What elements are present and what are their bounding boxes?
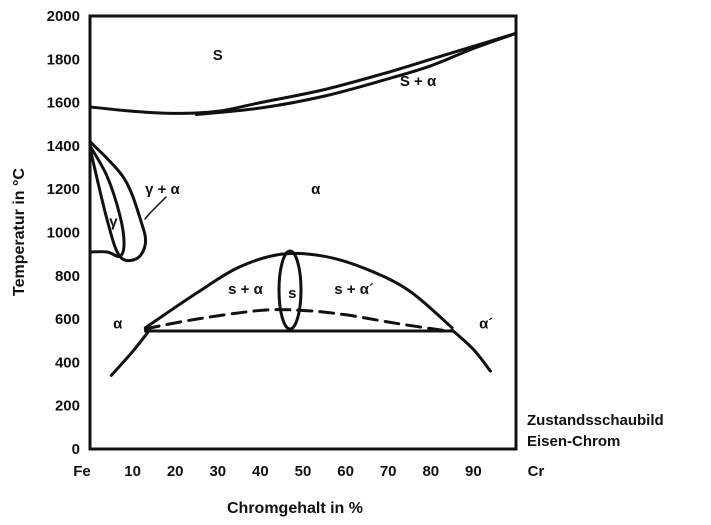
y-tick-label: 1400 <box>47 138 80 155</box>
y-tick-label: 1600 <box>47 95 80 112</box>
x-tick-label: 30 <box>209 463 226 480</box>
region-label: γ + α <box>145 181 180 198</box>
region-label: α <box>113 315 123 332</box>
x-tick-label: 60 <box>337 463 354 480</box>
sigma-dome-curve <box>143 251 454 330</box>
miscibility-dashed-curve <box>143 308 450 333</box>
alpha-left-curve <box>109 328 152 377</box>
region-label: α´ <box>479 315 493 332</box>
x-tick-label: Fe <box>73 463 91 480</box>
y-tick-label: 0 <box>72 441 80 458</box>
x-tick-label: 10 <box>124 463 141 480</box>
x-tick-label: 20 <box>167 463 184 480</box>
x-tick-label: 50 <box>295 463 312 480</box>
y-axis-ticks: 0 200 400 600 800 1000 1200 1400 1600 1800 2000 <box>47 8 80 458</box>
x-tick-label: 40 <box>252 463 269 480</box>
x-tick-label: 70 <box>380 463 397 480</box>
gamma-loop-inner-curve <box>88 144 126 259</box>
gamma-loop-outer-curve <box>88 140 148 263</box>
sigma-ellipse <box>277 249 303 331</box>
region-label: s <box>288 285 296 302</box>
region-label: s + α <box>228 281 263 298</box>
caption-line-2: Eisen-Chrom <box>527 433 621 450</box>
liquidus-curve <box>88 31 518 115</box>
y-axis-label: Temperatur in °C <box>11 168 28 296</box>
y-tick-label: 400 <box>55 354 80 371</box>
region-label: S <box>213 47 223 64</box>
x-axis-ticks: Fe 10 20 30 40 50 60 70 80 90 Cr <box>73 463 544 480</box>
solidus-curve <box>195 31 518 117</box>
caption-line-1: Zustandsschaubild <box>527 412 664 429</box>
y-tick-label: 800 <box>55 268 80 285</box>
y-tick-label: 1200 <box>47 181 80 198</box>
region-label: γ <box>109 214 118 231</box>
y-tick-label: 600 <box>55 311 80 328</box>
region-label: s + α´ <box>334 281 374 298</box>
x-axis-label: Chromgehalt in % <box>227 500 363 517</box>
region-label: α <box>311 181 321 198</box>
y-tick-label: 1000 <box>47 225 80 242</box>
region-labels: S S + α γ + α γ α s + α s s + α´ α α´ <box>109 47 493 332</box>
region-label: S + α <box>400 73 437 90</box>
diagram-caption: Zustandsschaubild Eisen-Chrom <box>527 410 664 452</box>
alpha-right-curve <box>450 328 492 373</box>
plot-frame <box>88 14 518 451</box>
y-tick-label: 1800 <box>47 51 80 68</box>
phase-boundaries <box>88 31 518 377</box>
x-tick-label: 90 <box>465 463 482 480</box>
y-tick-label: 2000 <box>47 8 80 25</box>
y-tick-label: 200 <box>55 398 80 415</box>
x-tick-label: Cr <box>528 463 545 480</box>
gamma-alpha-leader-line <box>144 196 167 220</box>
x-tick-label: 80 <box>422 463 439 480</box>
